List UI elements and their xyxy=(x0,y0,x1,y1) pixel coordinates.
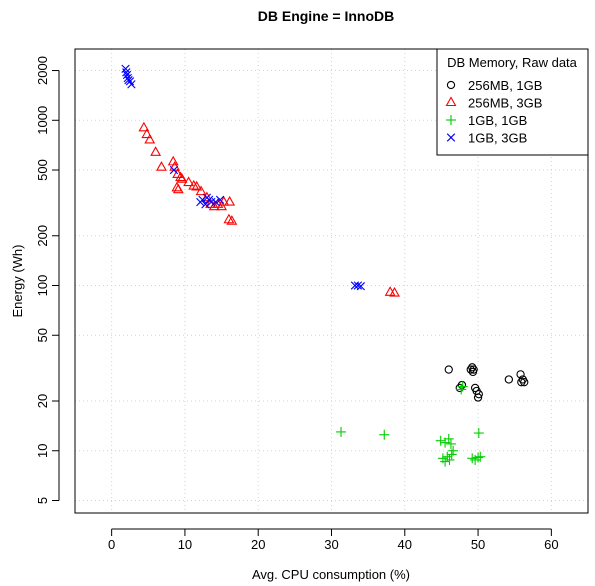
legend-marker xyxy=(446,133,456,142)
data-point xyxy=(122,70,132,80)
legend-box xyxy=(436,48,589,156)
data-point xyxy=(440,456,451,467)
data-point xyxy=(188,179,200,190)
legend-title: DB Memory, Raw data xyxy=(447,55,578,70)
data-point xyxy=(444,454,455,465)
data-point xyxy=(467,453,478,464)
data-point xyxy=(435,435,446,446)
legend-label: 256MB, 3GB xyxy=(468,96,542,111)
legend-label: 1GB, 1GB xyxy=(468,113,527,128)
x-tick-label: 60 xyxy=(544,537,558,552)
data-point xyxy=(473,393,483,402)
data-point xyxy=(122,68,131,77)
y-tick-label: 10 xyxy=(35,444,50,458)
data-point xyxy=(473,428,484,439)
data-point xyxy=(455,383,464,393)
series-0 xyxy=(444,363,529,402)
data-point xyxy=(141,128,153,139)
data-point xyxy=(520,378,529,387)
x-tick-label: 20 xyxy=(251,537,265,552)
y-axis: 5 10 20 50 100 200 500 1000 2000 xyxy=(35,56,60,504)
data-point xyxy=(474,390,483,399)
x-tick-label: 40 xyxy=(398,537,412,552)
data-point xyxy=(468,363,477,372)
data-point xyxy=(167,155,179,166)
grid xyxy=(75,49,588,513)
y-tick-label: 5 xyxy=(35,497,50,504)
x-axis-label: Avg. CPU consumption (%) xyxy=(252,567,410,582)
data-point xyxy=(223,213,235,224)
data-point xyxy=(475,451,486,462)
y-axis-label: Energy (Wh) xyxy=(10,245,25,318)
data-point xyxy=(201,200,210,209)
data-point xyxy=(215,195,225,205)
data-point xyxy=(172,183,184,194)
data-point xyxy=(356,282,366,291)
legend-marker xyxy=(445,96,457,107)
data-point xyxy=(127,80,136,89)
data-point xyxy=(473,452,484,463)
data-point xyxy=(150,146,162,156)
data-points xyxy=(121,64,529,467)
x-tick-label: 30 xyxy=(324,537,338,552)
data-point xyxy=(144,133,156,144)
legend-marker xyxy=(446,80,456,90)
legend-label: 256MB, 1GB xyxy=(468,78,542,93)
y-tick-label: 500 xyxy=(35,159,50,181)
data-point xyxy=(138,121,150,132)
data-point xyxy=(443,433,454,444)
y-tick-label: 1000 xyxy=(35,106,50,135)
y-tick-label: 50 xyxy=(35,328,50,342)
data-point xyxy=(176,173,188,183)
series-1 xyxy=(138,121,400,297)
chart-title: DB Engine = InnoDB xyxy=(258,8,395,24)
data-point xyxy=(444,365,453,374)
legend-marker xyxy=(446,115,456,125)
data-point xyxy=(211,197,220,207)
data-point xyxy=(445,438,456,449)
data-point xyxy=(516,370,525,379)
data-point xyxy=(191,180,203,191)
data-point xyxy=(466,365,475,374)
x-tick-label: 0 xyxy=(108,537,115,552)
data-point xyxy=(448,445,459,456)
y-tick-label: 20 xyxy=(35,394,50,408)
data-point xyxy=(457,381,468,392)
data-point xyxy=(389,286,400,297)
data-point xyxy=(224,195,236,206)
data-point xyxy=(195,185,207,196)
y-tick-label: 100 xyxy=(35,275,50,297)
data-point xyxy=(169,165,179,175)
series-3 xyxy=(121,64,366,291)
data-point xyxy=(183,176,195,187)
x-tick-label: 10 xyxy=(178,537,192,552)
y-tick-label: 200 xyxy=(35,225,50,247)
series-2 xyxy=(336,381,486,467)
plot-frame xyxy=(74,48,589,514)
legend-label: 1GB, 3GB xyxy=(468,131,527,146)
data-point xyxy=(226,215,238,225)
data-point xyxy=(156,161,167,171)
data-point xyxy=(353,281,363,290)
y-tick-label: 2000 xyxy=(35,56,50,85)
x-axis: 0 10 20 30 40 50 60 xyxy=(108,528,559,552)
data-point xyxy=(468,367,478,377)
legend: DB Memory, Raw data 256MB, 1GB 256MB, 3GB… xyxy=(436,48,589,156)
x-tick-label: 50 xyxy=(471,537,485,552)
data-point xyxy=(336,426,347,437)
data-point xyxy=(379,429,390,440)
data-point xyxy=(198,195,207,205)
data-point xyxy=(201,191,213,202)
data-point xyxy=(504,375,514,384)
